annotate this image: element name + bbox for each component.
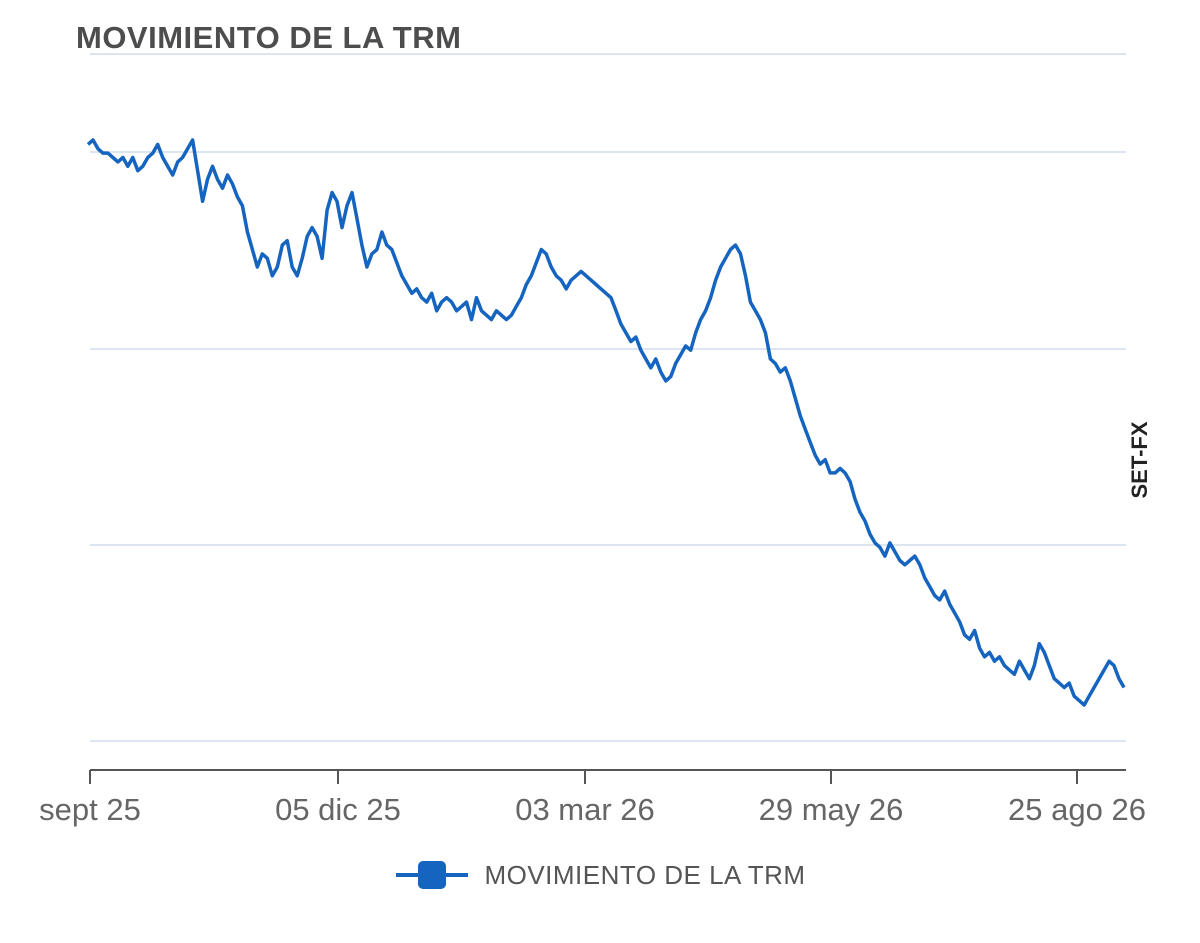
x-tick-label-1: 05 dic 25 xyxy=(275,792,401,827)
x-tick-label-2: 03 mar 26 xyxy=(515,792,655,827)
legend-swatch xyxy=(396,861,469,889)
x-tick-label-3: 29 may 26 xyxy=(759,792,904,827)
series-line-trm xyxy=(86,138,1126,707)
source-label: SET-FX xyxy=(1127,421,1152,499)
legend-label: MOVIMIENTO DE LA TRM xyxy=(484,859,806,890)
chart-title: MOVIMIENTO DE LA TRM xyxy=(76,20,462,55)
legend: MOVIMIENTO DE LA TRM xyxy=(0,858,1200,897)
x-tick-label-4: 25 ago 26 xyxy=(1008,792,1146,827)
x-tick-label-0: sept 25 xyxy=(39,792,141,827)
